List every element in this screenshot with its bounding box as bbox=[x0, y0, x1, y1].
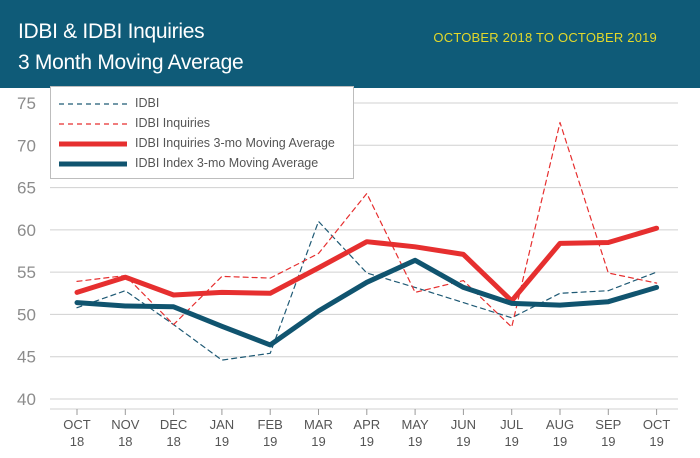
series-line-idbi-inquiries bbox=[76, 121, 658, 328]
legend-swatch-inquiries-ma bbox=[59, 141, 127, 147]
y-tick-label: 70 bbox=[17, 136, 36, 155]
x-tick-label-month: JAN bbox=[210, 417, 235, 432]
x-tick-label-month: OCT bbox=[643, 417, 671, 432]
y-tick-label: 40 bbox=[17, 390, 36, 409]
legend-item-idbi-inquiries: IDBI Inquiries bbox=[51, 115, 351, 133]
legend-swatch-idbi-inquiries bbox=[59, 123, 127, 125]
x-tick-label-year: 18 bbox=[118, 434, 132, 449]
chart-title-line-1: IDBI & IDBI Inquiries bbox=[18, 20, 205, 43]
legend-label-idbi-ma: IDBI Index 3-mo Moving Average bbox=[135, 156, 319, 170]
y-tick-label: 50 bbox=[17, 305, 36, 324]
x-tick-label-year: 19 bbox=[360, 434, 374, 449]
legend-label-inquiries-ma: IDBI Inquiries 3-mo Moving Average bbox=[135, 136, 335, 150]
legend-item-inquiries-ma: IDBI Inquiries 3-mo Moving Average bbox=[51, 135, 351, 153]
x-tick-label-year: 19 bbox=[215, 434, 229, 449]
legend-item-idbi: IDBI bbox=[51, 95, 351, 113]
y-tick-label: 55 bbox=[17, 263, 36, 282]
y-tick-label: 65 bbox=[17, 179, 36, 198]
x-tick-label-month: MAY bbox=[401, 417, 429, 432]
x-tick-label-year: 18 bbox=[166, 434, 180, 449]
y-tick-label: 60 bbox=[17, 221, 36, 240]
legend-label-idbi-inquiries: IDBI Inquiries bbox=[135, 116, 211, 130]
legend-swatch-idbi bbox=[59, 103, 127, 105]
x-tick-label-year: 18 bbox=[70, 434, 84, 449]
x-tick-label-month: APR bbox=[353, 417, 380, 432]
x-tick-label-month: SEP bbox=[595, 417, 621, 432]
x-tick-label-month: MAR bbox=[304, 417, 333, 432]
x-tick-label-year: 19 bbox=[504, 434, 518, 449]
x-tick-label-year: 19 bbox=[408, 434, 422, 449]
series-line-inquiries-ma bbox=[74, 225, 660, 304]
x-tick-label-year: 19 bbox=[649, 434, 663, 449]
x-tick-label-year: 19 bbox=[263, 434, 277, 449]
legend-swatch-idbi-ma bbox=[59, 161, 127, 167]
x-tick-label-month: NOV bbox=[111, 417, 140, 432]
legend-label-idbi: IDBI bbox=[135, 96, 160, 110]
x-tick-label-month: FEB bbox=[258, 417, 283, 432]
x-tick-label-year: 19 bbox=[601, 434, 615, 449]
series-line-idbi-ma bbox=[74, 257, 660, 348]
chart-date-range: OCTOBER 2018 TO OCTOBER 2019 bbox=[433, 30, 657, 45]
x-tick-label-year: 19 bbox=[311, 434, 325, 449]
chart-legend: IDBI IDBI Inquiries IDBI Inquiries 3-mo … bbox=[50, 86, 354, 179]
y-tick-label: 45 bbox=[17, 348, 36, 367]
x-tick-label-year: 19 bbox=[553, 434, 567, 449]
x-tick-label-year: 19 bbox=[456, 434, 470, 449]
x-tick-label-month: OCT bbox=[63, 417, 91, 432]
chart-title-line-2: 3 Month Moving Average bbox=[18, 51, 244, 74]
y-tick-label: 75 bbox=[17, 94, 36, 113]
x-tick-label-month: JUN bbox=[451, 417, 476, 432]
x-tick-label-month: AUG bbox=[546, 417, 574, 432]
x-tick-label-month: JUL bbox=[500, 417, 523, 432]
legend-item-idbi-ma: IDBI Index 3-mo Moving Average bbox=[51, 155, 351, 173]
x-tick-label-month: DEC bbox=[160, 417, 187, 432]
chart-header: IDBI & IDBI Inquiries 3 Month Moving Ave… bbox=[0, 0, 700, 88]
